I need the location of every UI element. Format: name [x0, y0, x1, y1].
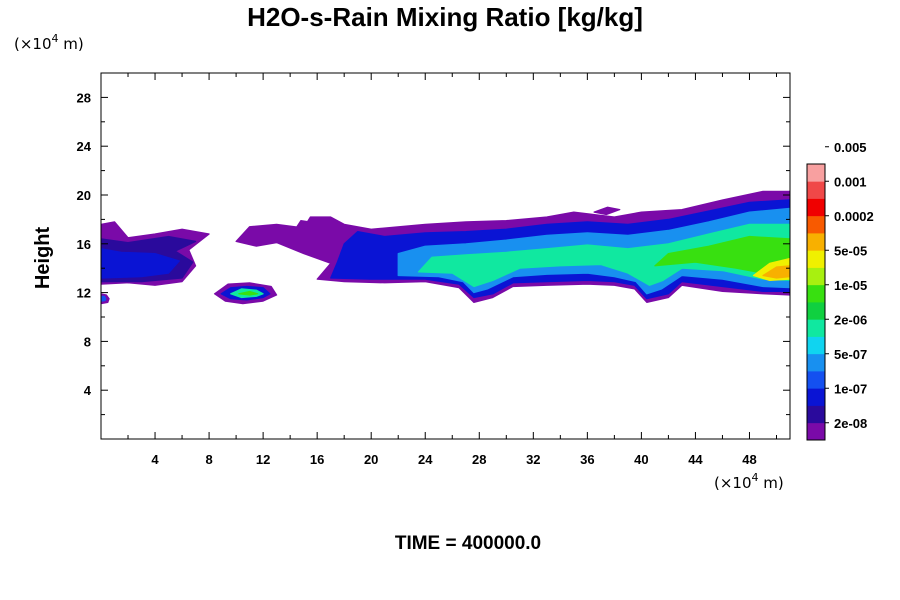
contour-region-17 [593, 206, 621, 216]
colorbar-swatch [807, 164, 825, 182]
colorbar-swatch [807, 233, 825, 251]
time-footer: TIME = 400000.0 [395, 533, 541, 554]
x-tick-label: 20 [364, 452, 378, 467]
contour-region-16 [296, 220, 310, 229]
colorbar-swatch [807, 371, 825, 389]
colorbar-label: 1e-07 [834, 381, 867, 396]
colorbar-swatch [807, 388, 825, 406]
colorbar-swatch [807, 336, 825, 355]
y-tick-label: 16 [77, 237, 91, 252]
x-tick-label: 36 [580, 452, 594, 467]
plot-frame [100, 72, 791, 440]
colorbar-label: 0.001 [834, 174, 867, 189]
contour-region-9 [762, 265, 790, 279]
x-tick-label: 32 [526, 452, 540, 467]
colorbar-label: 5e-05 [834, 243, 867, 258]
colorbar-swatch [807, 353, 825, 372]
x-tick-label: 44 [688, 452, 703, 467]
colorbar-label: 2e-06 [834, 312, 867, 327]
y-axis-unit: (×104 m) [14, 32, 84, 53]
x-tick-label: 24 [418, 452, 433, 467]
y-tick-label: 4 [84, 383, 92, 398]
contour-region-3 [101, 248, 180, 279]
x-tick-label: 4 [151, 452, 159, 467]
colorbar-swatch [807, 284, 825, 303]
contour-region-15 [101, 295, 107, 302]
x-tick-label: 12 [256, 452, 270, 467]
y-tick-label: 24 [77, 139, 92, 154]
colorbar-swatch [807, 405, 825, 424]
contour-regions [101, 190, 790, 305]
y-axis-label: Height [32, 227, 54, 290]
y-tick-label: 20 [77, 188, 91, 203]
x-tick-label: 40 [634, 452, 648, 467]
colorbar-swatch [807, 302, 825, 320]
colorbar-swatch [807, 422, 825, 441]
x-tick-label: 8 [205, 452, 212, 467]
colorbar-frame [806, 163, 826, 441]
colorbar-label: 1e-05 [834, 278, 867, 293]
x-tick-label: 48 [742, 452, 756, 467]
x-tick-label: 28 [472, 452, 486, 467]
colorbar: 2e-08 1e-07 5e-07 2e-06 1e-05 5e-05 0.0002 0.00… [806, 140, 874, 441]
colorbar-swatch [807, 181, 825, 199]
y-tick-label: 12 [77, 286, 91, 301]
colorbar-swatch [807, 319, 825, 337]
colorbar-label: 0.0002 [834, 209, 874, 224]
contour-region-6 [417, 223, 790, 288]
y-tick-label: 8 [84, 334, 91, 349]
colorbar-label: 0.005 [834, 140, 867, 155]
x-axis-unit: (×104 m) [714, 471, 784, 492]
contour-region-13 [238, 290, 259, 296]
x-tick-label: 16 [310, 452, 324, 467]
chart-title: H2O-s-Rain Mixing Ratio [kg/kg] [247, 2, 643, 32]
colorbar-swatch [807, 250, 825, 268]
contour-region-7 [654, 235, 790, 275]
colorbar-label: 2e-08 [834, 416, 867, 431]
colorbar-label: 5e-07 [834, 347, 867, 362]
colorbar-swatch [807, 215, 825, 234]
colorbar-swatch [807, 267, 825, 286]
colorbar-swatch [807, 198, 825, 217]
y-tick-label: 28 [77, 90, 91, 105]
